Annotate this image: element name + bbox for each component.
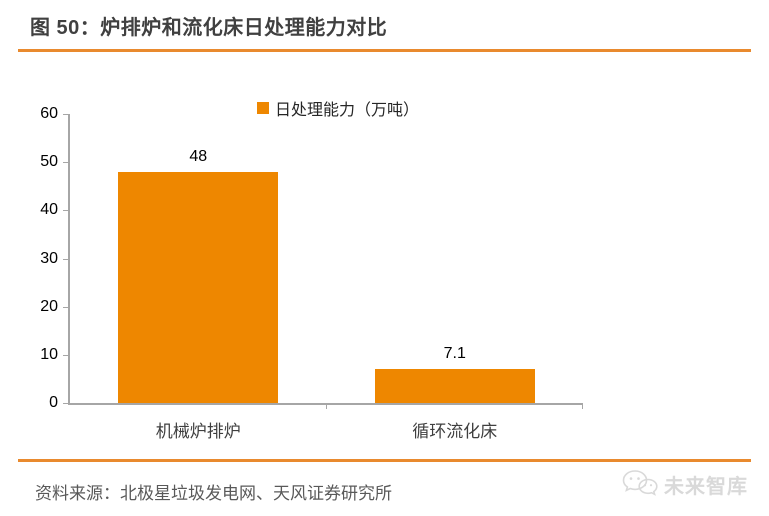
bar-2: [374, 368, 535, 403]
bar-1: [118, 171, 279, 403]
legend-swatch: [257, 102, 269, 114]
chat-bubbles-icon: [622, 469, 658, 499]
y-axis-tick-mark: [63, 114, 70, 115]
y-axis-tick-mark: [63, 258, 70, 260]
watermark-text: 未来智库: [664, 475, 748, 498]
y-axis-tick-mark: [63, 306, 70, 308]
x-axis-category-label: 机械炉排炉: [155, 422, 241, 441]
watermark: 未来智库: [622, 469, 748, 499]
y-axis-tick-label: 30: [40, 249, 58, 267]
x-axis-category-label: 循环流化床: [412, 422, 498, 441]
source-text: 资料来源：北极星垃圾发电网、天风证券研究所: [35, 484, 392, 503]
x-axis-tick-mark: [325, 403, 327, 409]
chart-legend: 日处理能力（万吨）: [257, 96, 419, 120]
y-axis-tick-label: 60: [40, 105, 58, 122]
y-axis-tick-label: 0: [49, 394, 58, 411]
legend-label: 日处理能力（万吨）: [275, 102, 420, 119]
plot-area: 0 10 20 30 40 50 60 48 机械炉排炉 7.1 循环流化床: [40, 105, 583, 441]
y-axis-tick-mark: [63, 403, 70, 404]
footer-divider: [18, 459, 751, 462]
y-axis-tick-label: 50: [40, 153, 58, 171]
bar-value-label: 48: [189, 147, 208, 165]
y-axis-tick-mark: [63, 162, 70, 164]
y-axis-tick-mark: [63, 210, 70, 212]
figure-title: 图 50：炉排炉和流化床日处理能力对比: [30, 17, 388, 39]
y-axis-tick-label: 20: [40, 297, 58, 315]
y-axis-tick-mark: [63, 354, 70, 356]
bar-value-label: 7.1: [443, 344, 466, 362]
title-divider: [18, 49, 751, 52]
y-axis-tick-label: 40: [40, 201, 58, 219]
x-axis-tick-mark: [582, 403, 583, 409]
y-axis-tick-label: 10: [40, 345, 58, 363]
